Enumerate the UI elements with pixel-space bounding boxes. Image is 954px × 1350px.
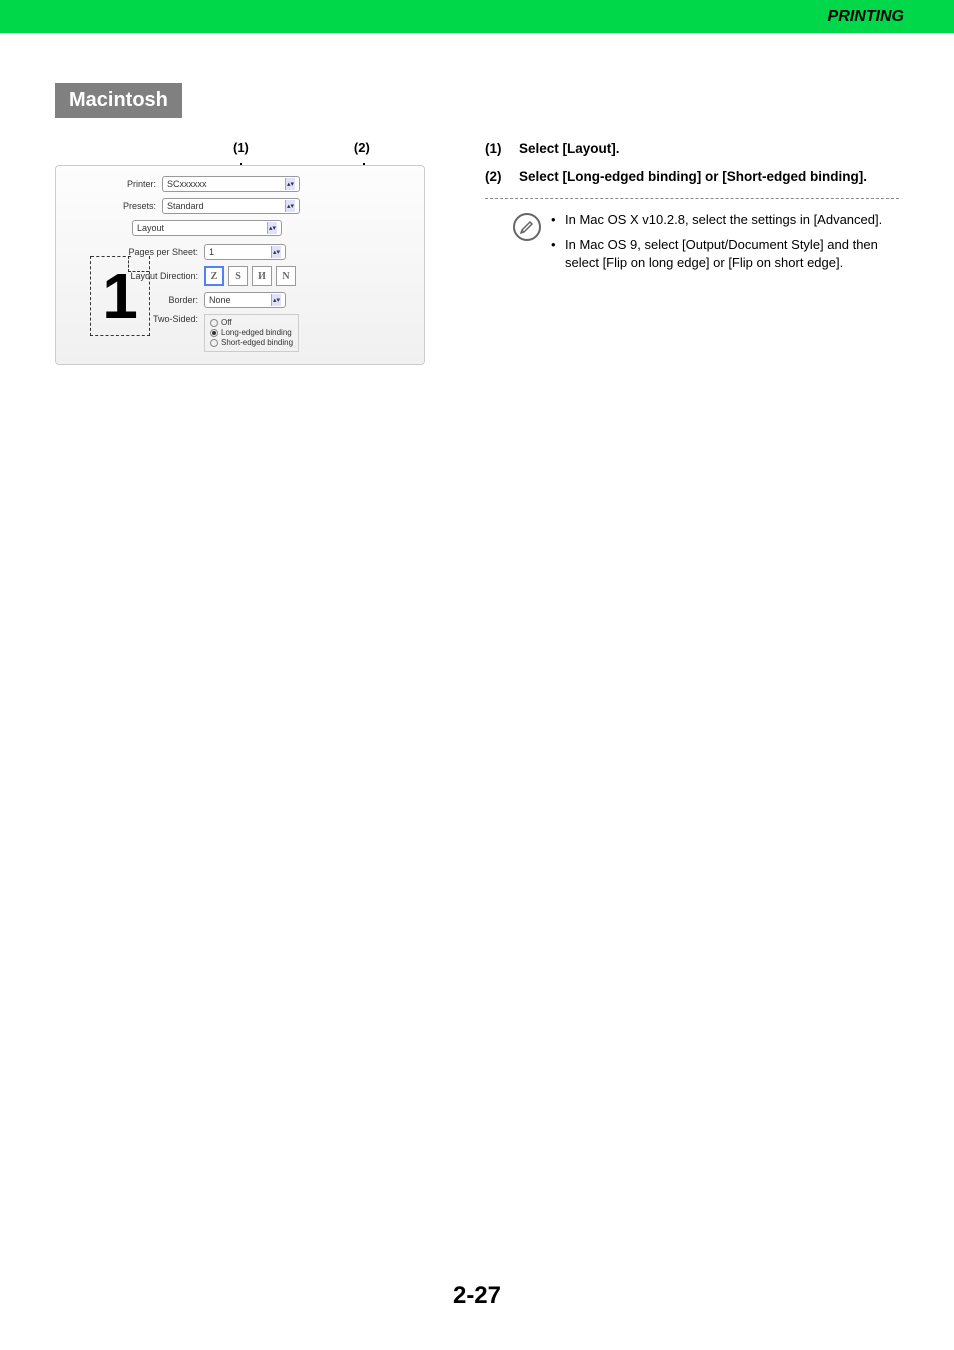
radio-icon <box>210 319 218 327</box>
step-1-text: Select [Layout]. <box>519 140 899 158</box>
page-preview-box: 1 <box>84 246 156 346</box>
radio-icon <box>210 339 218 347</box>
direction-button-4[interactable]: N <box>276 266 296 286</box>
dashed-separator <box>485 198 899 199</box>
border-value: None <box>209 295 231 305</box>
header-bar: PRINTING <box>0 0 954 30</box>
note-block: • In Mac OS X v10.2.8, select the settin… <box>485 211 899 278</box>
note-list: • In Mac OS X v10.2.8, select the settin… <box>525 211 899 278</box>
border-dropdown[interactable]: None ▴▾ <box>204 292 286 308</box>
presets-dropdown[interactable]: Standard ▴▾ <box>162 198 300 214</box>
presets-row: Presets: Standard ▴▾ <box>68 198 412 214</box>
radio-long-label: Long-edged binding <box>221 328 292 337</box>
pages-per-sheet-value: 1 <box>209 247 214 257</box>
panel-row: Layout ▴▾ <box>68 220 412 236</box>
note-2-text: In Mac OS 9, select [Output/Document Sty… <box>565 236 899 272</box>
presets-value: Standard <box>167 201 204 211</box>
section-title: Macintosh <box>55 83 182 118</box>
dropdown-arrows-icon: ▴▾ <box>271 294 281 306</box>
print-dialog: Printer: SCxxxxxx ▴▾ Presets: Standard ▴… <box>55 165 425 365</box>
printer-row: Printer: SCxxxxxx ▴▾ <box>68 176 412 192</box>
direction-buttons: Z S И N <box>204 266 296 286</box>
header-title: PRINTING <box>828 8 904 26</box>
step-2-text: Select [Long-edged binding] or [Short-ed… <box>519 168 899 186</box>
direction-button-2[interactable]: S <box>228 266 248 286</box>
step-1: (1) Select [Layout]. <box>485 140 899 158</box>
radio-off-label: Off <box>221 318 232 327</box>
page-number: 2-27 <box>0 1282 954 1310</box>
radio-short-edged[interactable]: Short-edged binding <box>210 338 293 347</box>
note-item-2: • In Mac OS 9, select [Output/Document S… <box>551 236 899 272</box>
presets-label: Presets: <box>68 201 162 211</box>
direction-button-1[interactable]: Z <box>204 266 224 286</box>
note-item-1: • In Mac OS X v10.2.8, select the settin… <box>551 211 899 229</box>
panel-dropdown[interactable]: Layout ▴▾ <box>132 220 282 236</box>
radio-off[interactable]: Off <box>210 318 293 327</box>
radio-icon <box>210 329 218 337</box>
note-icon-container <box>485 211 525 278</box>
callouts-row: (1) (2) <box>55 140 425 155</box>
radio-short-label: Short-edged binding <box>221 338 293 347</box>
dropdown-arrows-icon: ▴▾ <box>285 178 295 190</box>
radio-dot-icon <box>212 331 216 335</box>
panel-value: Layout <box>137 223 164 233</box>
bullet-icon: • <box>551 236 565 272</box>
direction-button-3[interactable]: И <box>252 266 272 286</box>
dropdown-arrows-icon: ▴▾ <box>271 246 281 258</box>
bullet-icon: • <box>551 211 565 229</box>
callout-label-1: (1) <box>233 140 249 155</box>
two-column-layout: (1) (2) Printer: SCxxxxxx ▴▾ Pres <box>55 140 899 365</box>
two-sided-radio-group: Off Long-edged binding Short-edged bindi… <box>204 314 299 352</box>
callout-label-2: (2) <box>354 140 370 155</box>
note-1-text: In Mac OS X v10.2.8, select the settings… <box>565 211 882 229</box>
step-2-number: (2) <box>485 168 519 186</box>
instructions-column: (1) Select [Layout]. (2) Select [Long-ed… <box>485 140 899 365</box>
page-number-one: 1 <box>102 259 138 333</box>
content-area: Macintosh (1) (2) Printer: SCxxxxxx ▴▾ <box>0 33 954 365</box>
step-2: (2) Select [Long-edged binding] or [Shor… <box>485 168 899 186</box>
pages-per-sheet-dropdown[interactable]: 1 ▴▾ <box>204 244 286 260</box>
page-preview-icon: 1 <box>90 256 150 336</box>
dropdown-arrows-icon: ▴▾ <box>267 222 277 234</box>
step-1-number: (1) <box>485 140 519 158</box>
dialog-screenshot-column: (1) (2) Printer: SCxxxxxx ▴▾ Pres <box>55 140 425 365</box>
dropdown-arrows-icon: ▴▾ <box>285 200 295 212</box>
printer-value: SCxxxxxx <box>167 179 207 189</box>
printer-label: Printer: <box>68 179 162 189</box>
printer-dropdown[interactable]: SCxxxxxx ▴▾ <box>162 176 300 192</box>
radio-long-edged[interactable]: Long-edged binding <box>210 328 293 337</box>
